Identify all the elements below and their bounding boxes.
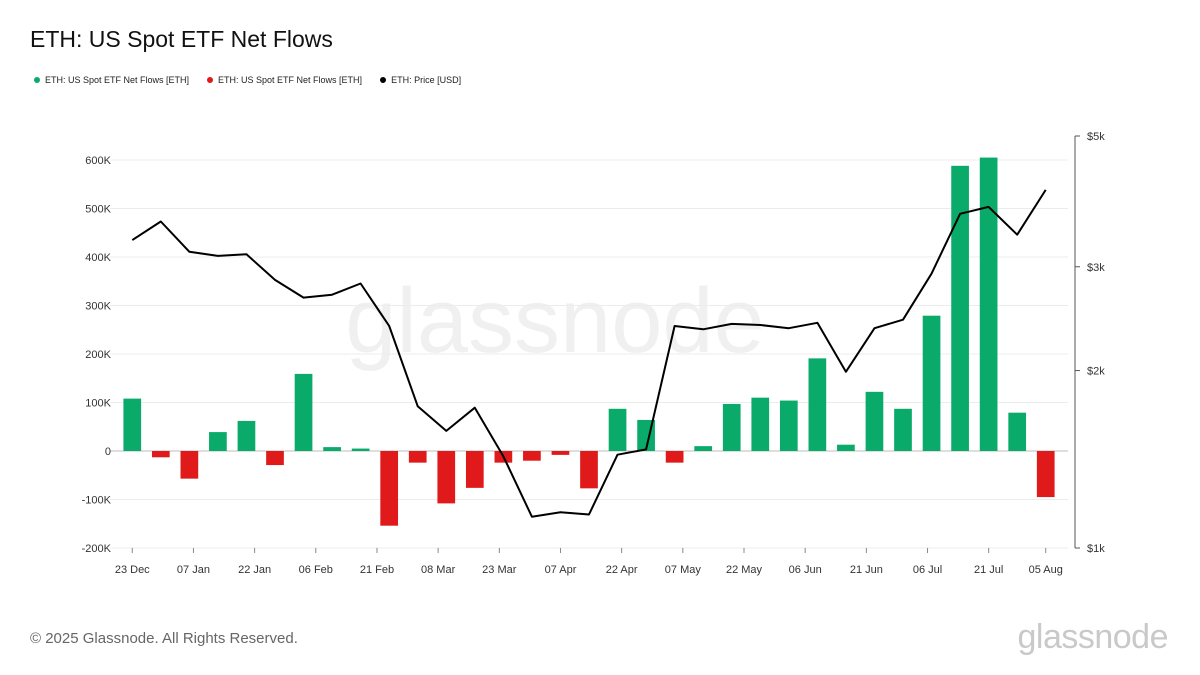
x-tick-label: 21 Jun — [850, 564, 883, 576]
x-tick-label: 05 Aug — [1029, 564, 1063, 576]
inflow-bar[interactable] — [237, 420, 256, 451]
inflow-bar[interactable] — [837, 444, 855, 451]
outflow-bar[interactable] — [180, 451, 199, 479]
price-line-group — [131, 189, 1047, 518]
x-tick-label: 21 Jul — [974, 564, 1003, 576]
x-tick-label: 21 Feb — [360, 564, 394, 576]
y-right-tick-label: $5k — [1087, 131, 1105, 143]
inflow-bar[interactable] — [865, 391, 884, 451]
chart-title: ETH: US Spot ETF Net Flows — [30, 26, 333, 52]
legend-dot-icon — [380, 77, 387, 83]
x-tick-label: 22 Apr — [606, 564, 638, 576]
legend-item-outflows[interactable]: ETH: US Spot ETF Net Flows [ETH] — [207, 75, 362, 85]
x-tick-label: 07 Jan — [177, 564, 210, 576]
legend-label: ETH: US Spot ETF Net Flows [ETH] — [45, 75, 190, 85]
x-tick-label: 06 Jun — [789, 564, 822, 576]
inflow-bar[interactable] — [1008, 412, 1027, 451]
outflow-bar[interactable] — [151, 451, 170, 458]
inflow-bar[interactable] — [294, 373, 313, 451]
glassnode-logo: glassnode — [1017, 618, 1168, 656]
inflow-bar[interactable] — [922, 315, 941, 451]
outflow-bar[interactable] — [665, 451, 684, 463]
inflow-bar[interactable] — [779, 400, 798, 451]
x-tick-label: 08 Mar — [421, 564, 456, 576]
x-tick-label: 07 Apr — [545, 564, 577, 576]
y-left-tick-label: 400K — [85, 252, 111, 264]
x-tick-label: 22 Jan — [238, 564, 271, 576]
copyright-text: © 2025 Glassnode. All Rights Reserved. — [30, 630, 298, 647]
outflow-bar[interactable] — [523, 451, 541, 461]
legend-item-price[interactable]: ETH: Price [USD] — [380, 75, 461, 85]
legend-dot-icon — [34, 77, 40, 83]
inflow-bar[interactable] — [123, 398, 142, 451]
inflow-bar[interactable] — [951, 165, 969, 451]
watermark-text: glassnode — [345, 270, 764, 372]
y-right-tick-label: $3k — [1087, 262, 1105, 274]
inflow-bar[interactable] — [209, 432, 227, 451]
inflow-bar[interactable] — [979, 157, 998, 451]
y-left-tick-label: 100K — [85, 398, 111, 410]
outflow-bar[interactable] — [551, 451, 570, 455]
legend-dot-icon — [207, 77, 214, 83]
y-left-tick-label: 600K — [85, 155, 111, 167]
x-tick-label: 23 Dec — [115, 564, 150, 576]
y-left-tick-label: 0 — [105, 446, 111, 458]
inflow-bar[interactable] — [351, 448, 370, 451]
inflow-bar[interactable] — [722, 403, 741, 451]
outflow-bar[interactable] — [266, 451, 284, 466]
x-tick-label: 07 May — [665, 564, 702, 576]
outflow-bar[interactable] — [465, 451, 484, 488]
y-left-tick-label: -100K — [82, 495, 112, 507]
outflow-bar[interactable] — [580, 451, 598, 489]
x-tick-label: 23 Mar — [482, 564, 517, 576]
inflow-bar[interactable] — [608, 408, 627, 451]
inflow-bar[interactable] — [808, 358, 827, 451]
x-tick-label: 06 Jul — [913, 564, 942, 576]
y-right-tick-label: $1k — [1087, 543, 1105, 555]
price-line[interactable] — [131, 189, 1047, 518]
legend-item-inflows[interactable]: ETH: US Spot ETF Net Flows [ETH] — [34, 75, 189, 85]
outflow-bar[interactable] — [437, 451, 456, 504]
outflow-bar[interactable] — [408, 451, 427, 463]
inflow-bar[interactable] — [323, 447, 341, 451]
x-tick-label: 22 May — [726, 564, 763, 576]
y-left-tick-label: 200K — [85, 349, 111, 361]
gridlines — [110, 159, 1068, 549]
axes: -200K -100K 0 100K 200K 300K 400K 500K 600K $1k $2… — [82, 131, 1106, 576]
legend-label: ETH: US Spot ETF Net Flows [ETH] — [218, 75, 363, 85]
outflow-bar[interactable] — [1036, 451, 1055, 498]
y-right-tick-label: $2k — [1087, 366, 1105, 378]
x-tick-label: 06 Feb — [299, 564, 333, 576]
legend-label: ETH: Price [USD] — [391, 75, 462, 85]
y-left-tick-label: 300K — [85, 301, 111, 313]
outflow-bar[interactable] — [380, 451, 399, 526]
inflow-bar[interactable] — [694, 446, 713, 451]
y-left-tick-label: 500K — [85, 204, 111, 216]
y-left-tick-label: -200K — [82, 543, 112, 555]
inflow-bar[interactable] — [894, 408, 912, 451]
inflow-bar[interactable] — [751, 397, 770, 451]
legend: ETH: US Spot ETF Net Flows [ETH] ETH: US… — [34, 75, 461, 85]
